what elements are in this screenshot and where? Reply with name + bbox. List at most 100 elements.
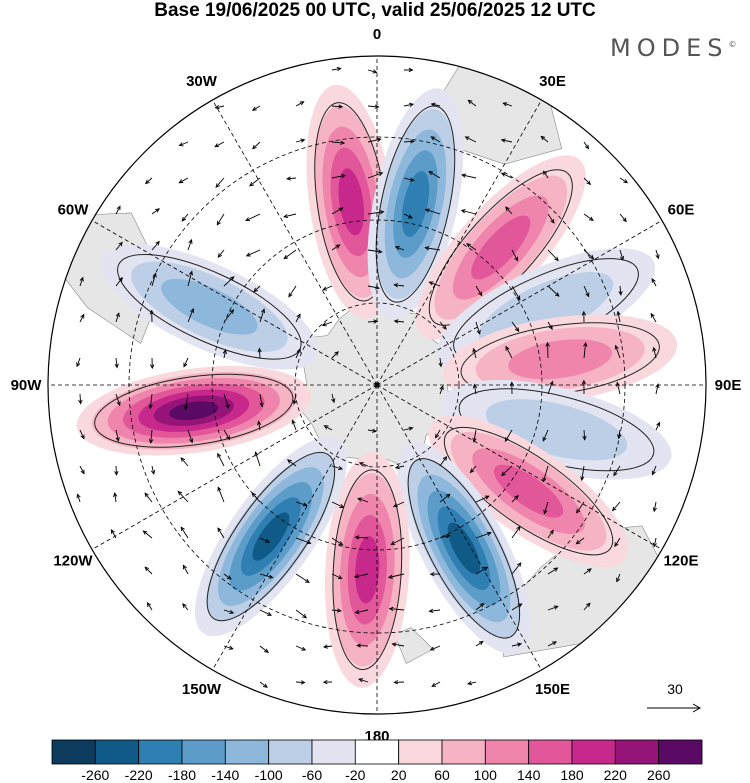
colorbar-tick-label: -140: [211, 767, 239, 783]
wind-arrow: [292, 393, 297, 405]
wind-arrow: [331, 173, 346, 179]
wind-arrow: [322, 644, 333, 649]
wind-arrow: [151, 272, 157, 287]
meridian-line: [376, 384, 663, 550]
wind-arrow: [583, 568, 592, 575]
wind-arrow: [291, 419, 297, 431]
wind-arrow: [367, 172, 384, 179]
wind-arrow: [504, 429, 513, 442]
colorbar-swatch: [51, 739, 96, 765]
wind-arrow: [393, 680, 405, 685]
colorbar-swatch: [658, 739, 703, 765]
colorbar-tick-label: 20: [391, 767, 407, 783]
colorbar-swatch: [614, 739, 660, 765]
wind-arrow: [424, 208, 441, 215]
colorbar-swatch: [138, 739, 183, 765]
wind-arrow: [467, 99, 477, 107]
wind-arrow: [322, 285, 333, 291]
wind-arrow: [582, 429, 587, 441]
wind-arrow: [115, 205, 121, 215]
wind-arrow: [652, 501, 657, 513]
wind-arrow: [183, 393, 189, 411]
wind-arrow: [223, 429, 231, 441]
longitude-label: 30E: [539, 73, 566, 90]
wind-arrow: [286, 176, 297, 181]
wind-arrow: [295, 680, 306, 685]
wind-arrow: [182, 603, 189, 611]
wind-arrow: [223, 609, 235, 615]
wind-reference: 30: [647, 681, 702, 713]
wind-arrow: [259, 645, 269, 654]
wind-arrow: [429, 645, 441, 651]
wind-arrow: [502, 102, 513, 107]
height-contour: [206, 451, 336, 622]
anomaly-contour: [447, 522, 481, 575]
wind-arrow: [283, 249, 297, 260]
wind-arrow: [259, 308, 266, 323]
wind-arrow: [464, 136, 477, 143]
wind-arrow: [540, 135, 549, 143]
colorbar-swatch: [181, 739, 226, 765]
colorbar-swatch: [484, 739, 530, 765]
wind-arrow: [616, 310, 621, 323]
wind-arrow: [367, 210, 385, 215]
wind-arrow: [439, 534, 451, 539]
wind-arrow: [655, 421, 661, 431]
wind-arrow: [115, 312, 120, 323]
wind-arrow: [547, 285, 560, 297]
wind-arrow: [547, 321, 553, 331]
wind-arrow: [547, 529, 554, 539]
wind-arrow: [652, 537, 657, 548]
wind-arrow: [475, 285, 483, 297]
wind-arrow: [475, 321, 481, 335]
wind-arrow: [183, 357, 189, 368]
wind-arrow: [295, 138, 306, 143]
anomaly-contour: [338, 168, 365, 236]
wind-arrow: [216, 213, 225, 226]
height-contour: [407, 458, 521, 639]
wind-arrow: [331, 573, 343, 580]
wind-arrow: [148, 393, 153, 410]
wind-arrow: [651, 278, 657, 287]
wind-arrow: [509, 381, 515, 395]
colorbar-tick-label: 60: [434, 767, 450, 783]
wind-arrow: [543, 501, 549, 515]
wind-arrow: [222, 349, 227, 359]
wind-arrow: [403, 139, 415, 144]
wind-arrow: [254, 451, 261, 467]
meridian-line: [91, 220, 378, 386]
wind-arrow: [181, 213, 189, 222]
wind-arrow: [249, 177, 261, 187]
wind-arrow: [251, 492, 261, 503]
colorbar-swatch: [528, 739, 573, 765]
colorbar-tick-label: 260: [647, 767, 671, 783]
wind-arrow: [223, 645, 234, 650]
wind-arrow: [393, 319, 405, 324]
wind-arrow: [178, 177, 189, 184]
wind-arrow: [79, 276, 84, 287]
wind-arrow: [150, 465, 156, 475]
wind-arrow: [387, 573, 405, 579]
wind-arrow: [76, 493, 81, 503]
wind-arrow: [78, 393, 83, 405]
wind-arrow: [500, 138, 513, 143]
wind-arrow: [367, 249, 383, 254]
longitude-label: 90E: [715, 377, 742, 394]
wind-arrow: [619, 213, 627, 223]
longitude-label: 90W: [11, 377, 43, 394]
anomaly-lobe: [397, 442, 531, 655]
wind-arrow: [259, 537, 271, 543]
anomaly-field: [76, 84, 678, 688]
wind-arrow: [613, 465, 621, 477]
wind-arrow: [151, 240, 160, 251]
wind-arrow: [144, 492, 153, 503]
colorbar-tick-label: 220: [604, 767, 628, 783]
wind-arrow: [367, 137, 382, 143]
wind-arrow: [180, 526, 189, 539]
wind-arrow: [501, 465, 513, 477]
wind-arrow: [403, 213, 413, 219]
wind-vectors: [76, 66, 661, 688]
wind-arrow: [323, 425, 333, 431]
wind-arrow: [583, 285, 590, 298]
